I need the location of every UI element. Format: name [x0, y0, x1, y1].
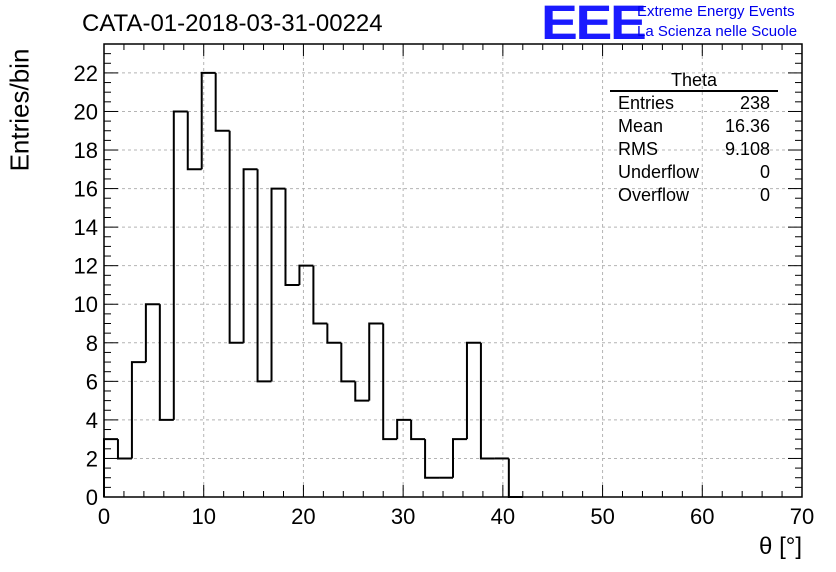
histogram-bin	[158, 304, 174, 421]
plot-frame	[103, 43, 803, 498]
histogram-bin	[144, 303, 160, 363]
y-tick-label: 22	[74, 61, 98, 86]
brand-line-1: Extreme Energy Events	[637, 3, 795, 20]
y-tick-label: 2	[86, 446, 98, 471]
y-axis-label: Entries/bin	[4, 48, 35, 172]
stats-value: 0	[759, 162, 770, 182]
histogram-bin	[368, 322, 384, 401]
histogram-bin	[354, 381, 370, 402]
stats-label: Entries	[618, 93, 675, 113]
histogram-bin	[256, 169, 272, 383]
histogram-bin	[312, 265, 328, 325]
histogram-bin	[172, 110, 188, 420]
stats-title: Theta	[610, 70, 778, 92]
stats-value: 0	[759, 185, 770, 205]
histogram-bin	[214, 72, 230, 132]
histogram-bin	[116, 439, 132, 460]
histogram-bin	[186, 111, 202, 171]
stats-row-underflow: Underflow 0	[610, 161, 778, 184]
histogram-bin	[298, 264, 314, 285]
stats-row-rms: RMS 9.108	[610, 138, 778, 161]
y-tick-label: 8	[86, 331, 98, 356]
y-tick-label: 20	[74, 99, 98, 124]
y-tick-label: 4	[86, 408, 98, 433]
brand-text: Extreme Energy Events La Scienza nelle S…	[637, 2, 797, 42]
x-tick-label: 50	[590, 504, 614, 529]
y-tick-label: 10	[74, 292, 98, 317]
histogram-bin	[465, 341, 481, 440]
histogram-bin	[200, 71, 216, 170]
x-tick-label: 0	[98, 504, 110, 529]
histogram-bin	[410, 419, 426, 441]
y-tick-label: 16	[74, 177, 98, 202]
stats-row-overflow: Overflow 0	[610, 184, 778, 207]
x-tick-label: 10	[191, 504, 215, 529]
x-tick-label: 60	[690, 504, 714, 529]
histogram-bin	[242, 168, 258, 343]
histogram-bin	[228, 130, 244, 344]
x-axis-label: θ [°]	[759, 533, 802, 560]
histogram-bin	[284, 188, 300, 286]
histogram-bin	[130, 361, 146, 459]
histogram-bin	[340, 342, 356, 383]
stats-box: Theta Entries 238 Mean 16.36 RMS 9.108 U…	[610, 70, 778, 207]
eee-logo: EEE	[541, 0, 647, 50]
histogram-bin	[424, 439, 440, 479]
stats-value: 9.108	[724, 139, 770, 159]
histogram-bin	[326, 323, 342, 344]
histogram-bin	[452, 438, 467, 478]
x-tick-label: 70	[790, 504, 814, 529]
stats-row-entries: Entries 238	[610, 92, 778, 115]
histogram-bin	[507, 458, 523, 498]
y-tick-label: 0	[86, 485, 98, 510]
histogram-bin	[382, 323, 398, 441]
histogram-bin	[396, 418, 412, 440]
y-tick-label: 12	[74, 254, 98, 279]
x-tick-label: 30	[391, 504, 415, 529]
y-tick-label: 14	[74, 215, 98, 240]
stats-label: RMS	[618, 139, 658, 159]
chart-title: CATA-01-2018-03-31-00224	[82, 10, 383, 37]
brand-line-2: La Scienza nelle Scuole	[637, 23, 798, 40]
y-tick-label: 6	[86, 369, 98, 394]
x-tick-label: 40	[491, 504, 515, 529]
stats-value: 238	[739, 93, 770, 113]
y-tick-label: 18	[74, 138, 98, 163]
stats-label: Mean	[618, 116, 664, 136]
stats-label: Overflow	[618, 185, 690, 205]
x-tick-label: 20	[291, 504, 315, 529]
histogram-bin	[479, 342, 495, 460]
stats-row-mean: Mean 16.36	[610, 115, 778, 138]
stats-label: Underflow	[618, 162, 700, 182]
histogram-bin	[270, 187, 286, 382]
stats-value: 16.36	[724, 116, 770, 136]
